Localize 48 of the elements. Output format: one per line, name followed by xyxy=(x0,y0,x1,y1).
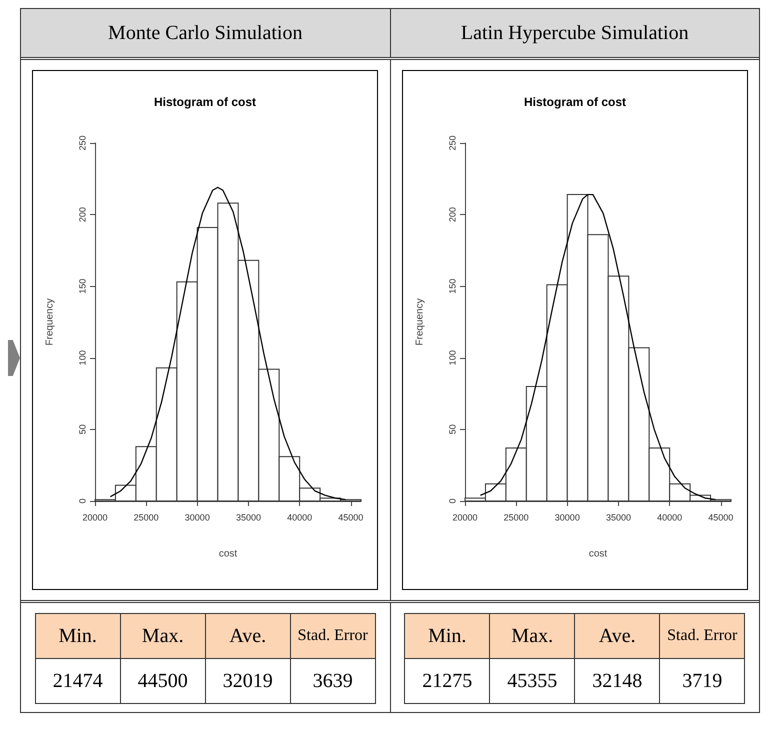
text: Latin Hypercube Simulation xyxy=(460,22,689,44)
data-label: 32148 xyxy=(574,658,660,704)
chart-title: Histogram of cost xyxy=(524,95,626,109)
x-tick-label: 25000 xyxy=(503,512,528,522)
category-label: Min. xyxy=(404,614,490,658)
y-tick-label: 200 xyxy=(447,207,458,222)
x-tick-label: 20000 xyxy=(452,512,478,522)
y-tick-label: 0 xyxy=(447,498,458,504)
category-label: Min. xyxy=(35,614,120,658)
data-label: 21474 xyxy=(35,658,120,704)
category-label: Max. xyxy=(490,614,575,658)
y-tick-label: 200 xyxy=(78,207,88,222)
data-label: 45355 xyxy=(490,658,575,704)
data-label: 21275 xyxy=(404,658,490,704)
data-label: 32019 xyxy=(205,658,290,704)
data-label: 3719 xyxy=(660,658,745,704)
chart-title: Histogram of cost xyxy=(154,95,256,109)
y-tick-label: 250 xyxy=(78,135,88,151)
x-tick-label: 45000 xyxy=(338,512,364,522)
y-tick-label: 0 xyxy=(78,498,88,504)
x-tick-label: 30000 xyxy=(185,512,210,522)
x-tick-label: 40000 xyxy=(287,512,312,522)
x-tick-label: 45000 xyxy=(708,512,734,522)
x-tick-label: 20000 xyxy=(82,512,108,522)
y-tick-label: 100 xyxy=(447,350,458,366)
x-tick-label: 35000 xyxy=(606,512,631,522)
y-tick-label: 150 xyxy=(447,278,458,294)
category-label: Stad. Error xyxy=(660,614,745,658)
x-tick-label: 35000 xyxy=(236,512,262,522)
category-label: Max. xyxy=(120,614,206,658)
y-tick-label: 50 xyxy=(447,424,458,434)
text: Monte Carlo Simulation xyxy=(108,22,302,44)
y-tick-label: 50 xyxy=(78,424,88,434)
x-axis-title: cost xyxy=(588,548,608,560)
y-axis-title: Frequency xyxy=(44,298,56,346)
data-label: 44500 xyxy=(120,658,206,704)
y-tick-label: 100 xyxy=(78,350,88,366)
x-axis-title: cost xyxy=(219,548,238,560)
x-tick-label: 25000 xyxy=(134,512,159,522)
y-tick-label: 150 xyxy=(78,278,88,294)
y-tick-label: 250 xyxy=(447,135,458,151)
data-label: 3639 xyxy=(290,658,376,704)
category-label: Ave. xyxy=(205,614,290,658)
x-tick-label: 40000 xyxy=(656,512,682,522)
category-label: Ave. xyxy=(574,614,660,658)
y-axis-title: Frequency xyxy=(414,298,426,346)
x-tick-label: 30000 xyxy=(554,512,580,522)
category-label: Stad. Error xyxy=(290,614,376,658)
